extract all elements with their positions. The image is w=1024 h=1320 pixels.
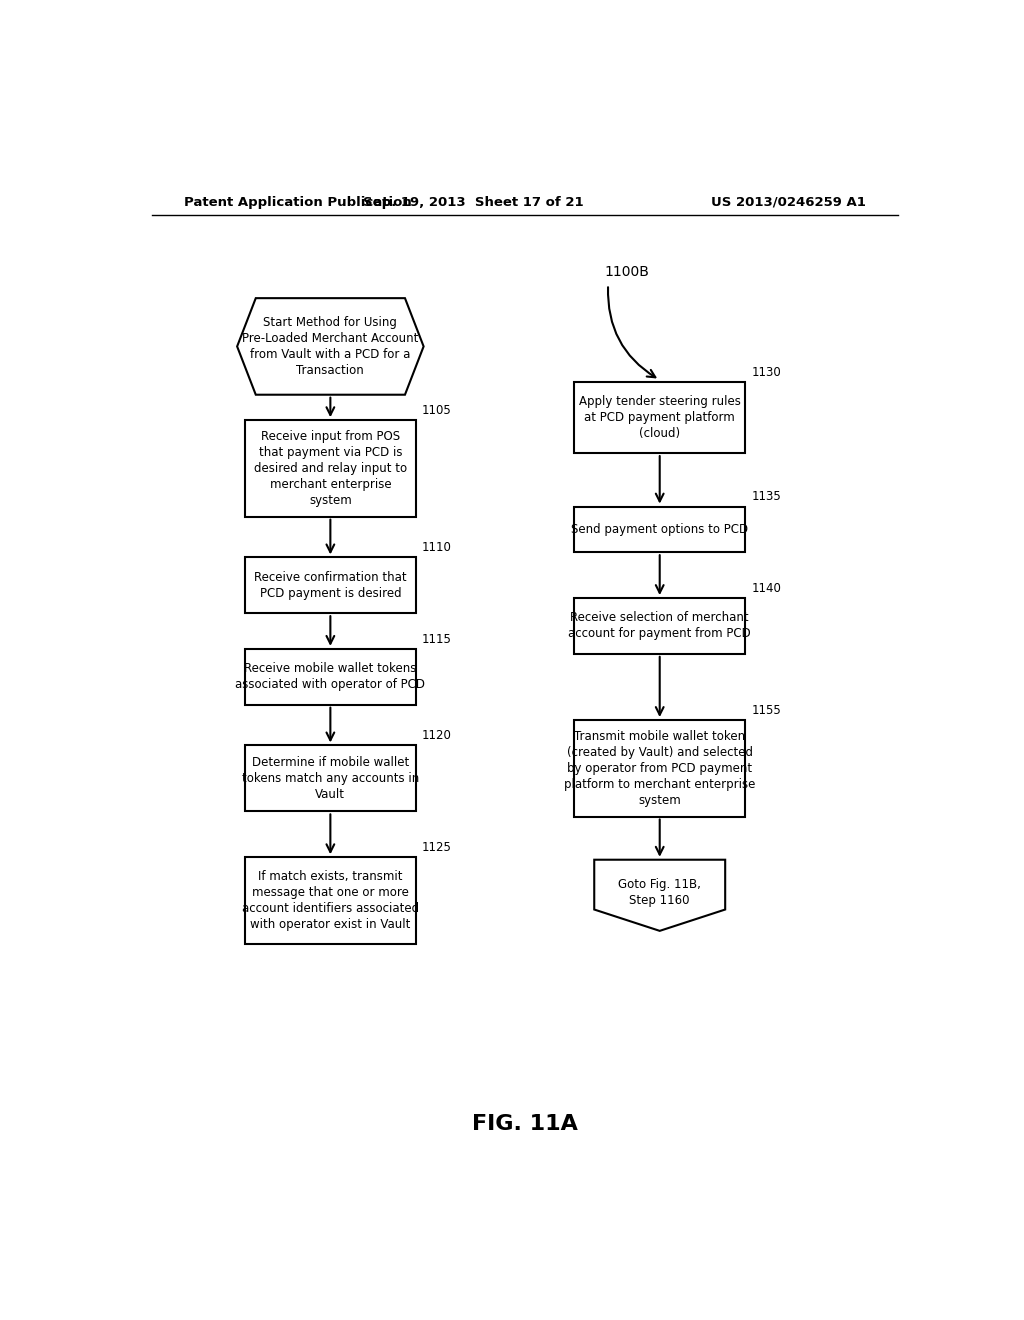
Text: Send payment options to PCD: Send payment options to PCD	[571, 523, 749, 536]
FancyBboxPatch shape	[245, 857, 416, 944]
Text: Receive confirmation that
PCD payment is desired: Receive confirmation that PCD payment is…	[254, 570, 407, 599]
Text: 1135: 1135	[752, 491, 781, 503]
Text: FIG. 11A: FIG. 11A	[472, 1114, 578, 1134]
FancyBboxPatch shape	[574, 598, 745, 653]
Text: 1130: 1130	[752, 366, 781, 379]
Text: 1120: 1120	[422, 730, 452, 742]
Text: Determine if mobile wallet
tokens match any accounts in
Vault: Determine if mobile wallet tokens match …	[242, 756, 419, 801]
FancyBboxPatch shape	[245, 557, 416, 614]
FancyBboxPatch shape	[574, 507, 745, 552]
Text: Sep. 19, 2013  Sheet 17 of 21: Sep. 19, 2013 Sheet 17 of 21	[362, 195, 584, 209]
Text: Apply tender steering rules
at PCD payment platform
(cloud): Apply tender steering rules at PCD payme…	[579, 395, 740, 440]
Text: 1110: 1110	[422, 541, 452, 554]
Text: Patent Application Publication: Patent Application Publication	[183, 195, 412, 209]
Text: 1140: 1140	[752, 582, 781, 595]
Text: 1115: 1115	[422, 632, 452, 645]
Text: Transmit mobile wallet token
(created by Vault) and selected
by operator from PC: Transmit mobile wallet token (created by…	[564, 730, 756, 807]
Text: Receive selection of merchant
account for payment from PCD: Receive selection of merchant account fo…	[568, 611, 751, 640]
FancyBboxPatch shape	[574, 719, 745, 817]
Polygon shape	[594, 859, 725, 931]
Text: 1125: 1125	[422, 841, 452, 854]
FancyBboxPatch shape	[245, 420, 416, 516]
Polygon shape	[238, 298, 424, 395]
FancyBboxPatch shape	[574, 381, 745, 453]
Text: 1105: 1105	[422, 404, 452, 417]
Text: 1155: 1155	[752, 704, 781, 717]
FancyBboxPatch shape	[245, 746, 416, 812]
Text: US 2013/0246259 A1: US 2013/0246259 A1	[712, 195, 866, 209]
FancyBboxPatch shape	[245, 649, 416, 705]
Text: Receive mobile wallet tokens
associated with operator of PCD: Receive mobile wallet tokens associated …	[236, 663, 425, 692]
Text: Receive input from POS
that payment via PCD is
desired and relay input to
mercha: Receive input from POS that payment via …	[254, 430, 407, 507]
Text: 1100B: 1100B	[604, 265, 649, 280]
Text: If match exists, transmit
message that one or more
account identifiers associate: If match exists, transmit message that o…	[242, 870, 419, 931]
Text: Start Method for Using
Pre-Loaded Merchant Account
from Vault with a PCD for a
T: Start Method for Using Pre-Loaded Mercha…	[243, 315, 419, 378]
Text: Goto Fig. 11B,
Step 1160: Goto Fig. 11B, Step 1160	[618, 878, 701, 907]
